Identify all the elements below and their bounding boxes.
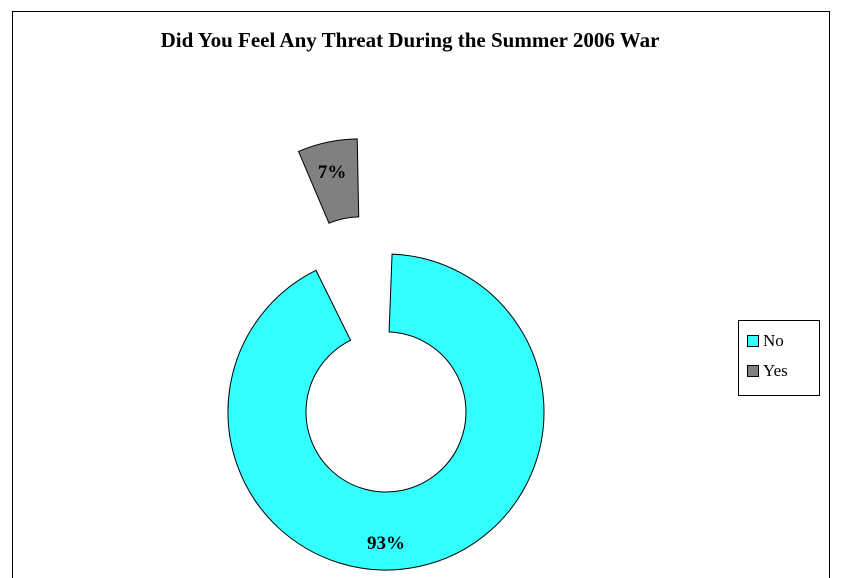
legend-label-no: No [763,331,784,350]
data-label-yes: 7% [318,162,347,183]
slices [227,138,545,571]
legend-item-no: No [747,331,784,351]
legend-swatch-yes [747,365,759,377]
legend-swatch-no [747,335,759,347]
slice-no [227,253,545,571]
legend-label-yes: Yes [763,361,788,380]
slice-yes [297,138,360,224]
chart-frame [12,11,830,578]
legend: No Yes [738,320,820,396]
data-label-no: 93% [367,533,405,554]
legend-item-yes: Yes [747,361,788,381]
data-labels: 93% 7% [318,162,405,554]
chart-title: Did You Feel Any Threat During the Summe… [160,28,660,52]
